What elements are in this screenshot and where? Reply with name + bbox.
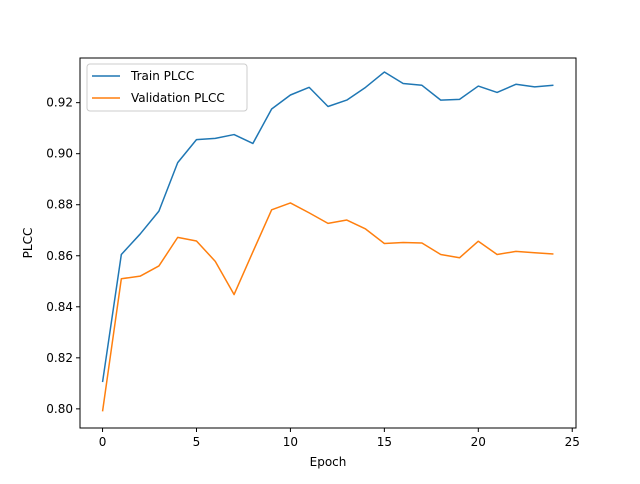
legend-box — [86, 63, 248, 112]
y-tick-label: 0.80 — [46, 402, 73, 416]
x-axis-ticks: 0 5 10 15 20 25 — [99, 428, 580, 449]
y-tick-label: 0.92 — [46, 96, 73, 110]
x-tick-label: 15 — [377, 435, 392, 449]
x-tick-label: 25 — [565, 435, 580, 449]
y-axis-label: PLCC — [21, 228, 35, 259]
series-line-0 — [101, 71, 554, 383]
legend: Train PLCC Validation PLCC — [86, 63, 248, 112]
y-tick-label: 0.90 — [46, 147, 73, 161]
x-tick-label: 5 — [193, 435, 201, 449]
y-tick-label: 0.86 — [46, 249, 73, 263]
y-tick-label: 0.88 — [46, 198, 73, 212]
x-tick-label: 10 — [283, 435, 298, 449]
legend-label-1: Validation PLCC — [131, 91, 225, 105]
y-tick-label: 0.84 — [46, 300, 73, 314]
y-tick-label: 0.82 — [46, 351, 73, 365]
plot-area — [101, 71, 554, 412]
axes-frame — [79, 57, 577, 429]
x-tick-label: 0 — [99, 435, 107, 449]
legend-label-0: Train PLCC — [130, 69, 194, 83]
x-tick-label: 20 — [471, 435, 486, 449]
x-axis-label: Epoch — [310, 455, 347, 469]
series-line-1 — [101, 202, 554, 412]
y-axis-ticks: 0.80 0.82 0.84 0.86 0.88 0.90 0.92 — [46, 96, 80, 416]
